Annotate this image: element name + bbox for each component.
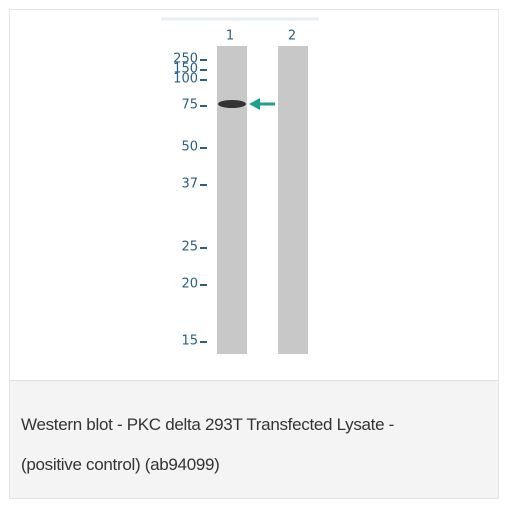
arrow	[249, 98, 275, 110]
marker-label: 75	[181, 98, 198, 113]
figure-card: 1 2 250 150 100 75 50 37 25 20 15	[9, 9, 499, 499]
caption-line: Western blot - PKC delta 293T Transfecte…	[21, 415, 394, 435]
caption: Western blot - PKC delta 293T Transfecte…	[10, 381, 498, 498]
figure-panel: 1 2 250 150 100 75 50 37 25 20 15	[10, 10, 498, 381]
lane-label: 2	[288, 29, 296, 44]
lane-label: 1	[226, 29, 234, 44]
marker-label: 25	[181, 240, 198, 255]
caption-line: (positive control) (ab94099)	[21, 455, 220, 475]
markers: 250 150 100 75 50 37 25 20 15	[173, 52, 207, 349]
marker-label: 15	[181, 334, 198, 349]
band	[218, 100, 246, 108]
lane	[278, 46, 308, 354]
lane	[217, 46, 247, 354]
blot-image: 1 2 250 150 100 75 50 37 25 20 15	[10, 10, 498, 380]
marker-label: 50	[181, 140, 198, 155]
marker-label: 37	[181, 177, 198, 192]
marker-label: 20	[181, 277, 198, 292]
marker-label: 100	[173, 72, 198, 87]
